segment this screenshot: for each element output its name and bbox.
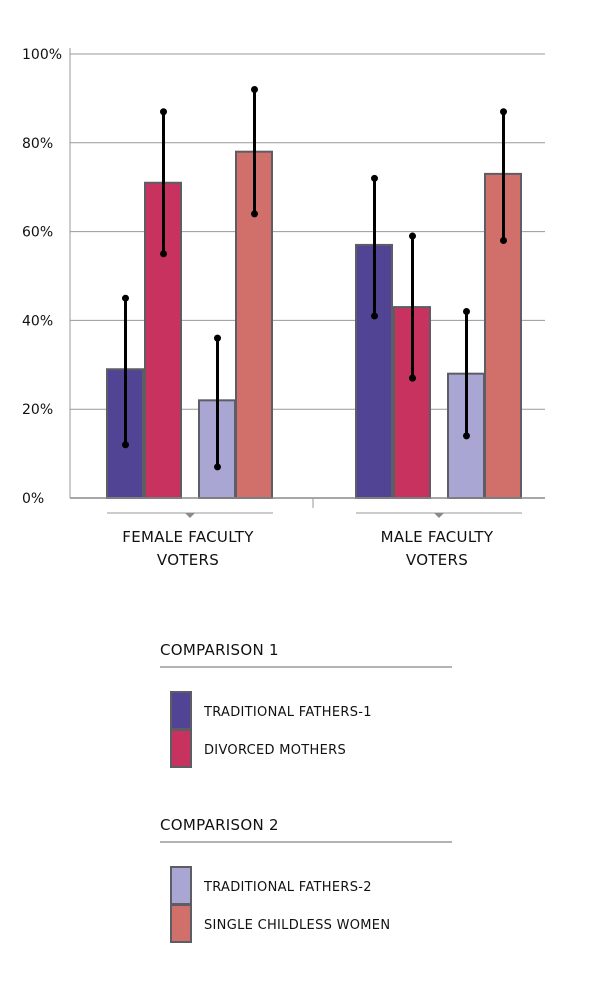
bars (106, 150, 522, 500)
y-tick-label: 60% (22, 225, 53, 241)
error-bar-cap (160, 250, 167, 258)
error-bar-cap (214, 334, 221, 342)
y-tick-label: 40% (22, 313, 53, 329)
y-tick-label: 0% (22, 491, 44, 507)
error-bar-cap (463, 432, 470, 440)
error-bar-cap (251, 210, 258, 218)
y-tick-label: 80% (22, 136, 53, 152)
legend: COMPARISON 1 TRADITIONAL FATHERS-1 DIVORCE… (160, 641, 452, 943)
error-bar-cap (409, 374, 416, 382)
legend-swatch (170, 691, 192, 730)
bar (235, 150, 273, 499)
x-axis (70, 497, 545, 518)
x-tick-label: VOTERS (157, 551, 219, 569)
legend-label: TRADITIONAL FATHERS-2 (203, 880, 372, 895)
error-bar-cap (160, 108, 167, 116)
legend-swatch (170, 904, 192, 943)
error-bar-cap (500, 108, 507, 116)
error-bar-cap (251, 86, 258, 94)
x-tick-label: MALE FACULTY (381, 528, 494, 546)
legend-label: TRADITIONAL FATHERS-1 (203, 705, 372, 720)
x-tick-label: FEMALE FACULTY (122, 528, 254, 546)
category-marker (185, 513, 195, 518)
error-bar-cap (371, 174, 378, 182)
error-bar-cap (500, 236, 507, 244)
legend-swatch (170, 729, 192, 768)
legend-group-title: COMPARISON 2 (160, 816, 279, 834)
legend-group-title: COMPARISON 1 (160, 641, 279, 659)
y-tick-label: 20% (22, 402, 53, 418)
error-bar-cap (409, 232, 416, 240)
error-bar-cap (371, 312, 378, 320)
error-bar-cap (463, 308, 470, 316)
error-bars (122, 86, 507, 471)
y-tick-label: 100% (22, 47, 62, 63)
category-labels: FEMALE FACULTY VOTERS MALE FACULTY VOTERS (122, 528, 494, 569)
category-marker (434, 513, 444, 518)
error-bar-cap (214, 463, 221, 471)
y-axis-ticks: 0% 20% 40% 60% 80% 100% (22, 47, 62, 507)
error-bar-cap (122, 294, 129, 302)
error-bar-cap (122, 441, 129, 449)
legend-swatch (170, 866, 192, 905)
legend-label: SINGLE CHILDLESS WOMEN (204, 918, 390, 933)
x-tick-label: VOTERS (406, 551, 468, 569)
bar (484, 172, 522, 499)
legend-label: DIVORCED MOTHERS (204, 743, 346, 758)
